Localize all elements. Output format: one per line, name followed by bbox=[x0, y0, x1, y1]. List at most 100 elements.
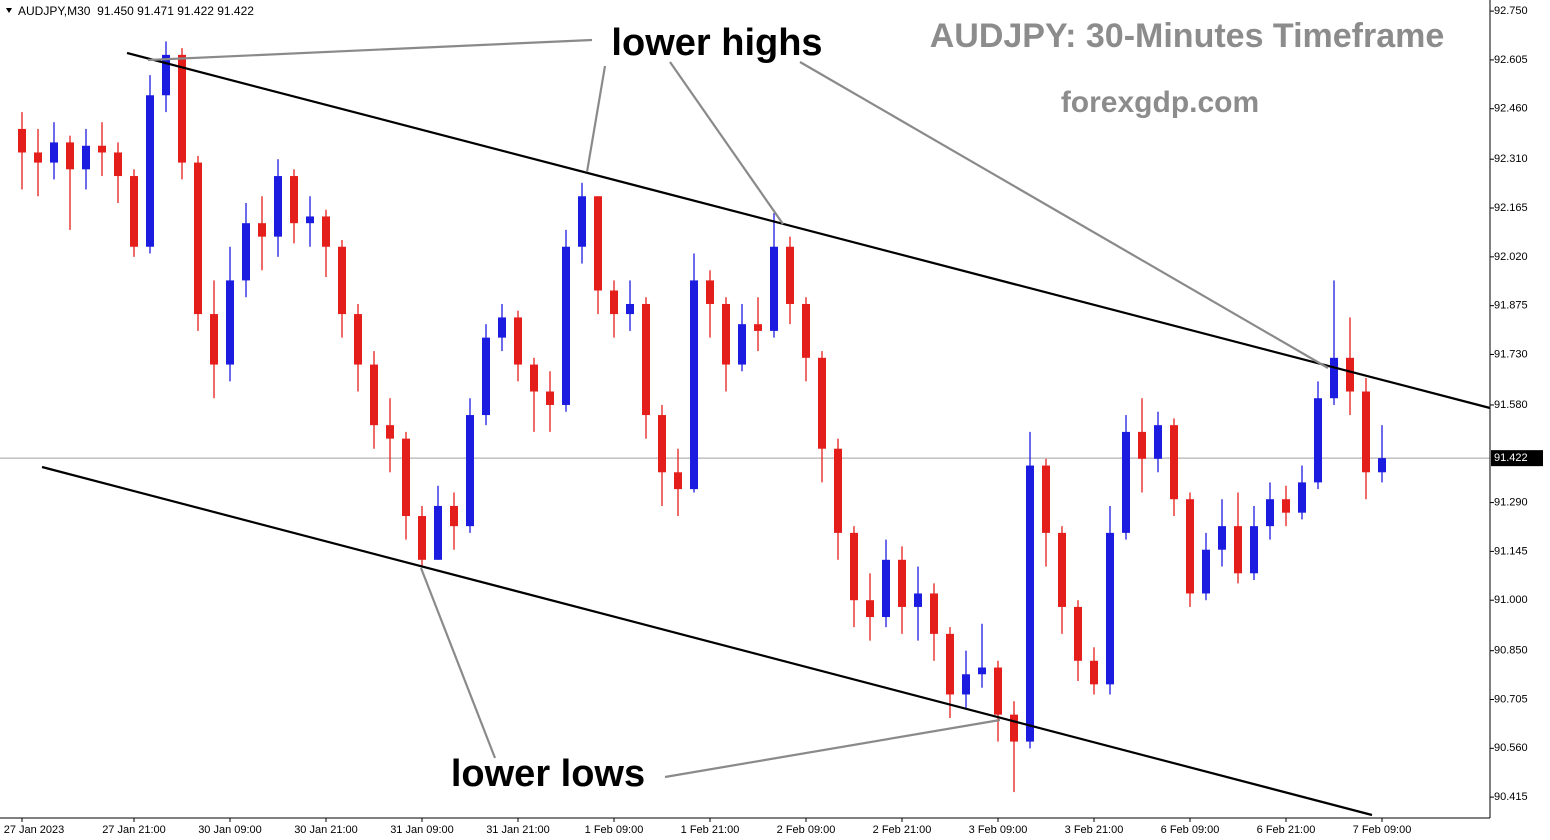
x-tick-label: 30 Jan 09:00 bbox=[198, 824, 262, 836]
candle-body bbox=[530, 364, 538, 392]
y-tick-label: 90.705 bbox=[1494, 693, 1528, 705]
y-tick-label: 91.000 bbox=[1494, 594, 1528, 606]
candle-body bbox=[818, 357, 826, 449]
pointer-line bbox=[664, 718, 1001, 779]
x-tick-label: 1 Feb 21:00 bbox=[681, 824, 740, 836]
candle-body bbox=[450, 505, 458, 527]
y-tick-label: 92.605 bbox=[1494, 54, 1528, 66]
x-tick-label: 31 Jan 21:00 bbox=[486, 824, 550, 836]
candle-body bbox=[498, 317, 506, 338]
x-tick-label: 31 Jan 09:00 bbox=[390, 824, 454, 836]
candle-body bbox=[642, 303, 650, 416]
candle-body bbox=[658, 415, 666, 473]
candle-body bbox=[34, 152, 42, 163]
x-tick-label: 7 Feb 09:00 bbox=[1353, 824, 1412, 836]
candle-body bbox=[210, 314, 218, 365]
y-tick-label: 90.560 bbox=[1494, 742, 1528, 754]
candle-body bbox=[1138, 431, 1146, 459]
candle-body bbox=[274, 176, 282, 237]
x-tick-label: 6 Feb 21:00 bbox=[1257, 824, 1316, 836]
candle-body bbox=[178, 54, 186, 163]
current-price-box bbox=[1491, 450, 1543, 467]
y-tick-label: 91.580 bbox=[1494, 399, 1528, 411]
candle-body bbox=[1170, 425, 1178, 500]
candle-body bbox=[690, 280, 698, 490]
candle-body bbox=[18, 128, 26, 153]
y-tick-label: 91.145 bbox=[1494, 545, 1528, 557]
x-tick-label: 6 Feb 09:00 bbox=[1161, 824, 1220, 836]
x-tick-label: 27 Jan 2023 bbox=[4, 824, 65, 836]
subtitle: forexgdp.com bbox=[1061, 86, 1259, 119]
candle-body bbox=[1378, 458, 1386, 473]
current-price-label: 91.422 bbox=[1494, 452, 1528, 464]
candle-body bbox=[146, 95, 154, 247]
candle-body bbox=[82, 145, 90, 170]
x-tick-label: 27 Jan 21:00 bbox=[102, 824, 166, 836]
y-tick-label: 90.850 bbox=[1494, 645, 1528, 657]
candle-body bbox=[98, 145, 106, 153]
candle-body bbox=[1154, 425, 1162, 459]
candle-body bbox=[1362, 391, 1370, 473]
candle-body bbox=[914, 593, 922, 607]
y-tick-label: 91.875 bbox=[1494, 300, 1528, 312]
candle-body bbox=[66, 142, 74, 170]
x-tick-label: 2 Feb 21:00 bbox=[873, 824, 932, 836]
pointer-line bbox=[799, 61, 1329, 369]
candle-body bbox=[1090, 660, 1098, 685]
candle-body bbox=[674, 472, 682, 490]
header: AUDJPY,M30 91.450 91.471 91.422 91.422 bbox=[18, 4, 254, 18]
candle-body bbox=[226, 280, 234, 365]
candle-body bbox=[1186, 499, 1194, 594]
candle-body bbox=[802, 303, 810, 358]
candle-body bbox=[594, 196, 602, 291]
candle-body bbox=[786, 246, 794, 304]
candle-body bbox=[754, 324, 762, 331]
candle-body bbox=[994, 667, 1002, 715]
candle-body bbox=[418, 516, 426, 560]
candle-body bbox=[1106, 532, 1114, 685]
x-tick-label: 30 Jan 21:00 bbox=[294, 824, 358, 836]
candle-body bbox=[722, 303, 730, 365]
candle-body bbox=[1202, 549, 1210, 594]
x-tick-label: 1 Feb 09:00 bbox=[585, 824, 644, 836]
candle-body bbox=[114, 152, 122, 177]
candle-body bbox=[1074, 606, 1082, 661]
candle-body bbox=[610, 290, 618, 315]
candle-body bbox=[978, 667, 986, 675]
y-tick-label: 92.460 bbox=[1494, 103, 1528, 115]
candle-body bbox=[322, 216, 330, 247]
candle-body bbox=[162, 54, 170, 96]
candle-body bbox=[1298, 482, 1306, 513]
candle-body bbox=[466, 415, 474, 527]
candle-body bbox=[402, 438, 410, 517]
candle-body bbox=[482, 337, 490, 416]
chart-title: AUDJPY: 30-Minutes Timeframe bbox=[930, 17, 1445, 55]
pointers bbox=[147, 38, 1329, 779]
candle-body bbox=[1266, 499, 1274, 527]
candle-body bbox=[834, 448, 842, 533]
x-tick-label: 3 Feb 21:00 bbox=[1065, 824, 1124, 836]
pointer-line bbox=[669, 61, 784, 225]
candle-body bbox=[882, 559, 890, 618]
candle-body bbox=[930, 593, 938, 634]
y-tick-label: 92.310 bbox=[1494, 153, 1528, 165]
candle-body bbox=[386, 425, 394, 439]
annotation: lower highs bbox=[611, 22, 822, 64]
candle-body bbox=[130, 176, 138, 247]
pointer-line bbox=[147, 38, 593, 62]
candle-body bbox=[546, 391, 554, 405]
candle-body bbox=[770, 246, 778, 331]
candle-body bbox=[1058, 532, 1066, 607]
candle-body bbox=[50, 142, 58, 163]
candle-body bbox=[946, 633, 954, 695]
candle-body bbox=[290, 176, 298, 224]
header-icon bbox=[6, 8, 12, 13]
candle-body bbox=[1122, 431, 1130, 533]
x-tick-label: 2 Feb 09:00 bbox=[777, 824, 836, 836]
candle-body bbox=[242, 223, 250, 281]
candle-body bbox=[1346, 357, 1354, 392]
y-tick-label: 91.290 bbox=[1494, 496, 1528, 508]
pointer-line bbox=[585, 65, 607, 173]
